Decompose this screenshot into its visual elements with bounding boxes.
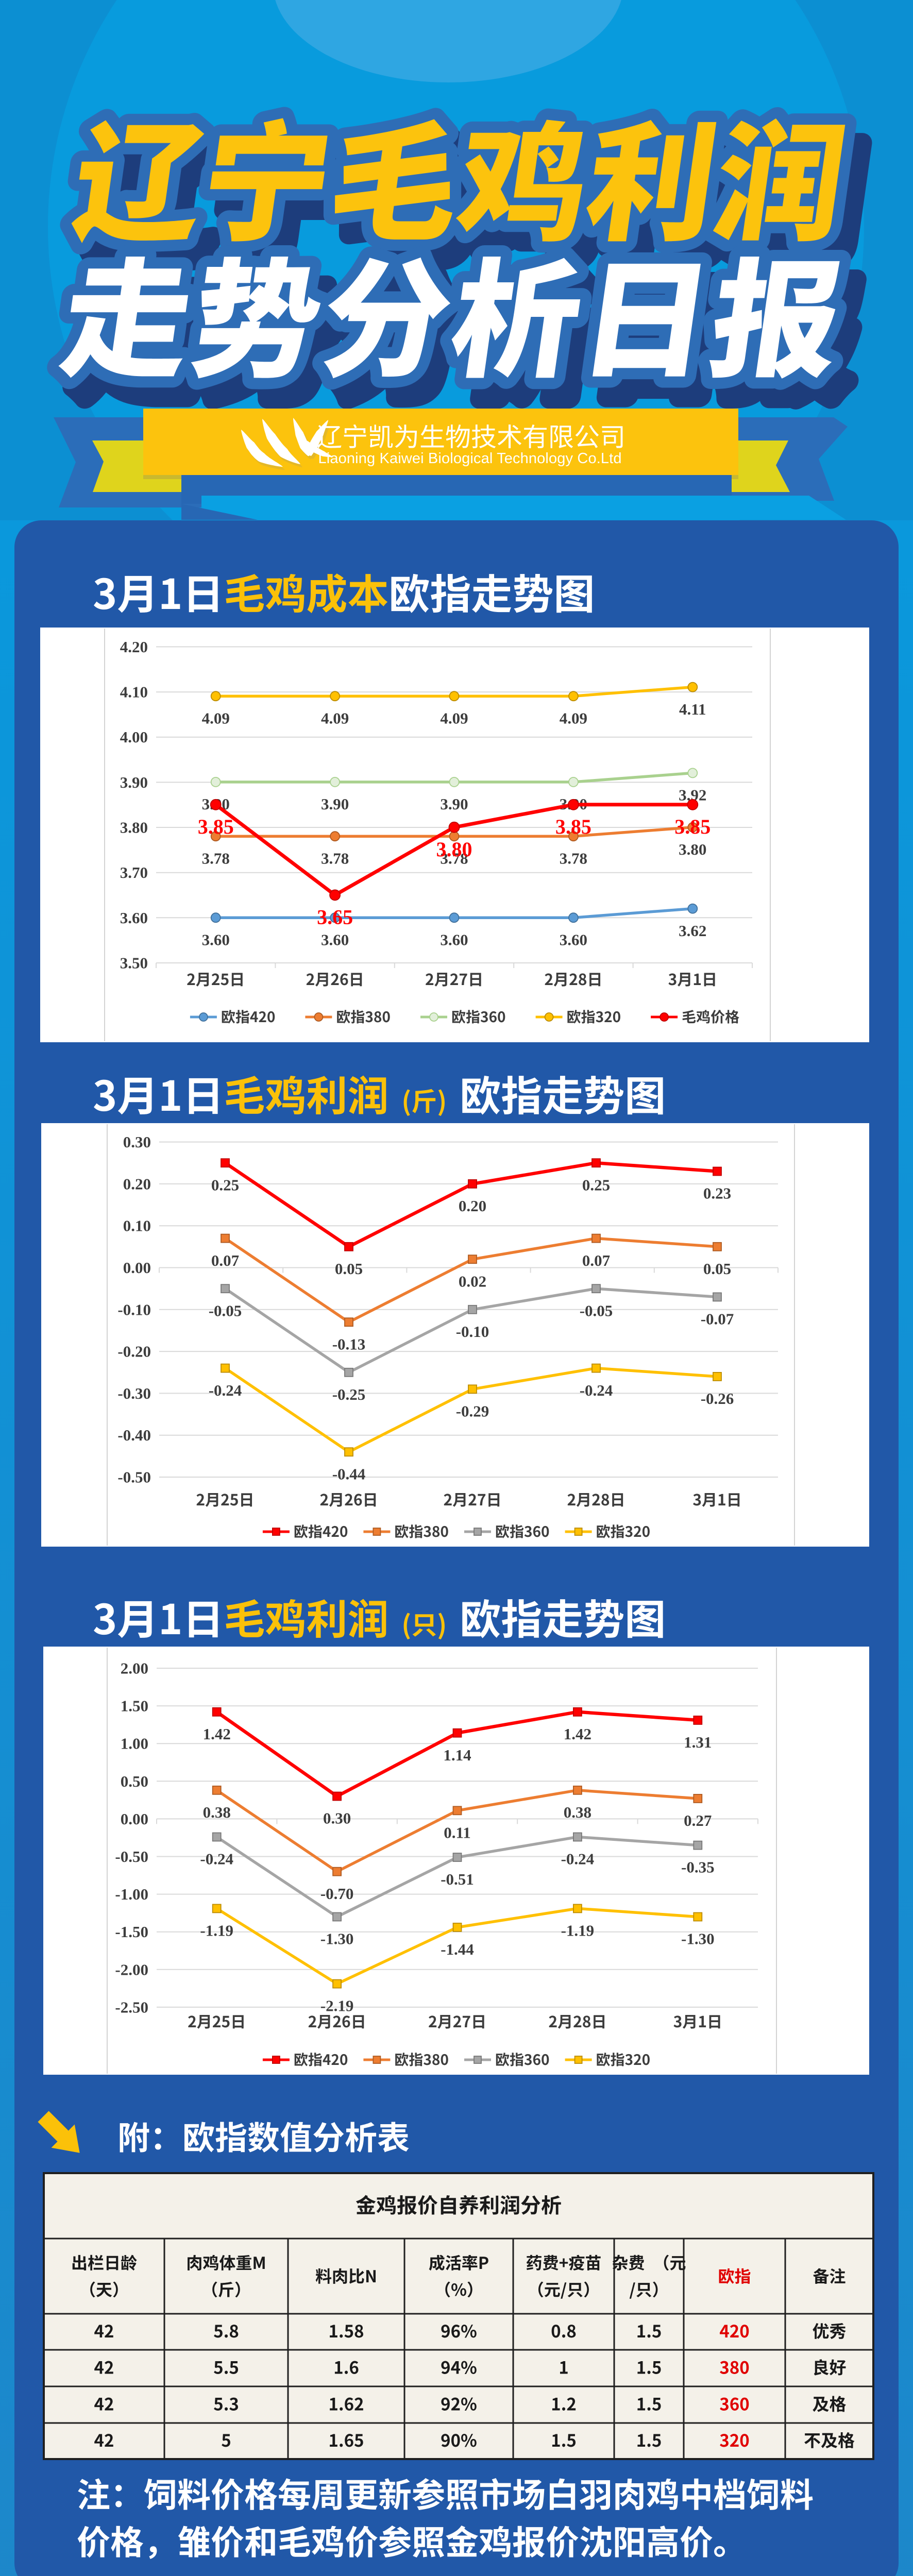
svg-text:4.09: 4.09 [560,709,587,727]
svg-text:-0.26: -0.26 [701,1389,734,1408]
svg-text:3.78: 3.78 [440,849,468,867]
svg-text:3.90: 3.90 [120,773,148,791]
svg-text:0.07: 0.07 [582,1251,610,1269]
svg-text:3.85: 3.85 [198,815,234,838]
svg-text:0.10: 0.10 [123,1217,151,1235]
svg-text:4.00: 4.00 [120,728,148,746]
svg-text:1.00: 1.00 [121,1735,148,1753]
svg-text:-0.24: -0.24 [200,1850,233,1868]
svg-text:0.50: 0.50 [121,1772,148,1790]
svg-text:0.27: 0.27 [684,1811,712,1829]
svg-text:-0.05: -0.05 [209,1301,242,1319]
svg-text:-1.30: -1.30 [681,1930,715,1948]
svg-text:3.60: 3.60 [202,930,230,948]
svg-text:1.50: 1.50 [121,1697,148,1715]
svg-text:-0.50: -0.50 [115,1848,148,1866]
svg-text:-0.10: -0.10 [456,1323,489,1341]
svg-text:-2.00: -2.00 [115,1960,148,1978]
svg-text:3.50: 3.50 [120,954,148,972]
svg-text:4.09: 4.09 [202,709,230,727]
svg-text:3.60: 3.60 [560,930,587,948]
svg-text:3.90: 3.90 [440,795,468,813]
svg-text:0.07: 0.07 [211,1251,239,1269]
svg-text:-0.25: -0.25 [332,1385,366,1403]
svg-text:-0.70: -0.70 [320,1885,354,1903]
svg-text:0.38: 0.38 [564,1803,591,1821]
svg-text:1.14: 1.14 [443,1746,471,1764]
svg-text:0.05: 0.05 [703,1260,731,1278]
svg-text:-0.24: -0.24 [580,1381,613,1399]
svg-text:Liaoning Kaiwei Biological Tec: Liaoning Kaiwei Biological Technology Co… [318,450,622,467]
svg-text:-0.07: -0.07 [701,1310,734,1328]
svg-text:-2.19: -2.19 [320,1997,354,2015]
svg-text:-0.30: -0.30 [117,1384,151,1402]
svg-text:-0.51: -0.51 [441,1870,474,1888]
svg-text:-1.00: -1.00 [115,1885,148,1903]
svg-text:1.42: 1.42 [564,1725,591,1743]
svg-text:0.30: 0.30 [323,1809,351,1827]
svg-text:0.25: 0.25 [582,1176,610,1194]
svg-text:3.78: 3.78 [560,849,587,867]
svg-text:0.20: 0.20 [459,1197,486,1215]
svg-text:4.10: 4.10 [120,683,148,701]
svg-text:3.80: 3.80 [679,840,706,858]
svg-text:-1.30: -1.30 [320,1930,354,1948]
svg-text:-0.24: -0.24 [209,1381,242,1399]
svg-text:3.62: 3.62 [679,922,706,940]
svg-text:3.78: 3.78 [202,849,230,867]
svg-text:0.20: 0.20 [123,1175,151,1193]
svg-text:-0.35: -0.35 [681,1858,715,1876]
svg-text:0.25: 0.25 [211,1176,239,1194]
svg-text:-0.13: -0.13 [332,1335,366,1353]
svg-text:1.42: 1.42 [203,1725,231,1743]
svg-text:3.60: 3.60 [321,930,349,948]
svg-text:2.00: 2.00 [121,1659,148,1677]
svg-text:-0.10: -0.10 [117,1300,151,1318]
svg-text:0.11: 0.11 [444,1824,471,1842]
svg-text:3.65: 3.65 [317,906,353,929]
svg-text:0.00: 0.00 [121,1810,148,1828]
svg-text:-0.24: -0.24 [561,1850,595,1868]
svg-text:4.20: 4.20 [120,638,148,656]
svg-text:0.38: 0.38 [203,1803,231,1821]
svg-text:4.09: 4.09 [321,709,349,727]
svg-text:-0.44: -0.44 [332,1465,366,1483]
svg-text:3.85: 3.85 [555,815,591,838]
svg-text:-0.20: -0.20 [117,1343,151,1361]
svg-text:0.30: 0.30 [123,1133,151,1151]
svg-text:0.00: 0.00 [123,1259,151,1277]
svg-text:-1.44: -1.44 [441,1940,474,1958]
svg-text:3.60: 3.60 [440,930,468,948]
svg-text:4.11: 4.11 [679,700,706,718]
svg-text:-1.50: -1.50 [115,1923,148,1941]
svg-text:3.70: 3.70 [120,863,148,882]
svg-text:-2.50: -2.50 [115,1998,148,2016]
svg-text:0.23: 0.23 [703,1184,731,1202]
svg-text:3.80: 3.80 [436,838,472,861]
svg-text:3.80: 3.80 [120,819,148,837]
svg-text:3.60: 3.60 [120,909,148,927]
svg-text:-1.19: -1.19 [561,1922,595,1940]
svg-text:4.09: 4.09 [440,709,468,727]
svg-text:3.85: 3.85 [674,815,711,838]
svg-text:3.90: 3.90 [321,795,349,813]
svg-text:-0.40: -0.40 [117,1426,151,1444]
svg-text:-1.19: -1.19 [200,1922,233,1940]
svg-text:-0.29: -0.29 [456,1402,489,1420]
svg-text:0.05: 0.05 [335,1260,363,1278]
svg-text:1.31: 1.31 [684,1733,712,1751]
svg-text:-0.05: -0.05 [580,1301,613,1319]
svg-text:0.02: 0.02 [459,1272,486,1290]
svg-text:3.78: 3.78 [321,849,349,867]
svg-text:-0.50: -0.50 [117,1468,151,1486]
